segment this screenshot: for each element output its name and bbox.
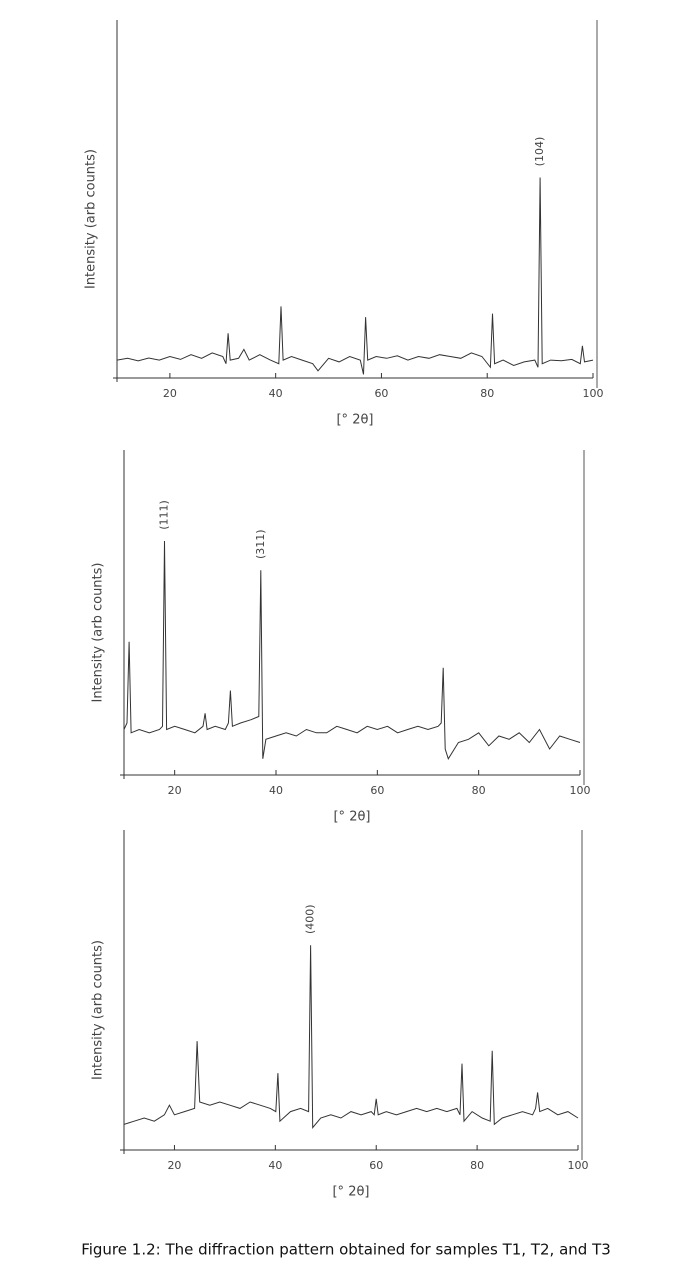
x-tick-label: 60 [374, 387, 388, 400]
peak-label: (400) [304, 904, 317, 934]
x-axis-label: [° 2θ] [336, 413, 373, 428]
x-tick-label: 80 [470, 1159, 484, 1172]
diffraction-line [116, 177, 594, 375]
x-tick-label: 20 [167, 1159, 181, 1172]
x-tick-label: 20 [163, 387, 177, 400]
x-tick-label: 100 [568, 1159, 589, 1172]
caption: Figure 1.2: The diffraction pattern obta… [81, 1241, 611, 1259]
x-axis-label: [° 2θ] [332, 1185, 369, 1200]
peak-label: (311) [254, 529, 267, 559]
peak-label: (104) [533, 137, 546, 167]
peak-label: (111) [158, 500, 171, 530]
y-axis-label: Intensity (arb counts) [84, 149, 99, 289]
x-tick-label: 40 [269, 784, 283, 797]
x-tick-label: 40 [268, 1159, 282, 1172]
x-tick-label: 20 [168, 784, 182, 797]
x-tick-label: 80 [480, 387, 494, 400]
x-tick-label: 60 [369, 1159, 383, 1172]
y-axis-label: Intensity (arb counts) [91, 562, 106, 702]
x-tick-label: 60 [370, 784, 384, 797]
x-tick-label: 100 [570, 784, 591, 797]
x-tick-label: 100 [583, 387, 604, 400]
x-axis-label: [° 2θ] [333, 810, 370, 825]
x-tick-label: 80 [472, 784, 486, 797]
x-tick-label: 40 [269, 387, 283, 400]
diffraction-line [123, 540, 581, 760]
y-axis-label: Intensity (arb counts) [91, 940, 106, 1080]
diffraction-line [123, 945, 579, 1129]
